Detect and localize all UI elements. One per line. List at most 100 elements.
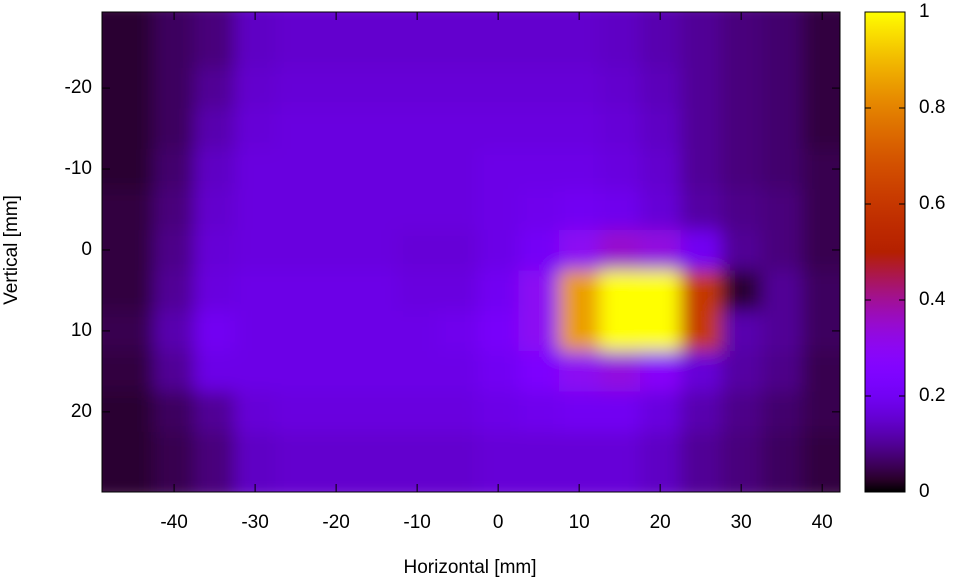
heat-cell [761, 67, 803, 109]
heat-cell [153, 432, 195, 492]
heat-cell [437, 229, 479, 271]
heat-cell [396, 351, 438, 393]
heat-cell [102, 12, 155, 69]
x-tick-label: 10 [569, 512, 590, 533]
heat-cell [599, 391, 641, 433]
heat-cell [599, 12, 641, 69]
heat-cell [518, 432, 560, 492]
heat-cell [356, 148, 398, 190]
heat-cell [315, 351, 357, 393]
heat-cell [639, 189, 681, 231]
heat-cell [639, 432, 681, 492]
heat-cell [194, 391, 236, 433]
colorbar-tick-label: 0.2 [919, 385, 945, 406]
heat-cell [234, 432, 276, 492]
heat-cell [680, 270, 722, 312]
heat-cell [639, 270, 681, 312]
heat-cell [194, 229, 236, 271]
heat-cell [275, 67, 317, 109]
heat-cell [720, 108, 762, 150]
heat-cell [518, 108, 560, 150]
heat-cell [275, 189, 317, 231]
heat-cell [639, 310, 681, 352]
heat-cell [315, 391, 357, 433]
heat-cell [477, 351, 519, 393]
heat-cell [720, 270, 762, 312]
heat-cell [194, 432, 236, 492]
heat-cell [477, 270, 519, 312]
heat-cell [599, 270, 641, 312]
heat-cell [275, 351, 317, 393]
y-axis-label: Vertical [mm] [1, 195, 22, 305]
heat-cell [720, 67, 762, 109]
heat-cell [234, 391, 276, 433]
x-tick-label: 30 [731, 512, 752, 533]
heat-cell [680, 108, 722, 150]
heat-cell [234, 351, 276, 393]
heat-cell [720, 432, 762, 492]
heat-cell [518, 351, 560, 393]
heat-cell [356, 12, 398, 69]
heat-cell [102, 189, 155, 231]
heat-cell [558, 229, 600, 271]
heat-cell [356, 351, 398, 393]
heat-cell [437, 391, 479, 433]
heat-cell [315, 432, 357, 492]
heat-cell [639, 148, 681, 190]
heat-cell [102, 391, 155, 433]
heat-cell [275, 432, 317, 492]
heat-cell [761, 351, 803, 393]
heat-cell [153, 229, 195, 271]
heat-cell [477, 148, 519, 190]
heat-cell [356, 189, 398, 231]
heat-cell [396, 391, 438, 433]
colorbar [864, 11, 906, 493]
heat-cell [194, 351, 236, 393]
x-tick-label: -10 [403, 512, 430, 533]
heat-cell [639, 12, 681, 69]
heat-cell [801, 189, 840, 231]
heat-cell [315, 270, 357, 312]
y-tick-label: 20 [71, 401, 92, 422]
heat-cell [194, 148, 236, 190]
heat-cell [396, 108, 438, 150]
heat-cell [234, 229, 276, 271]
heat-cell [599, 67, 641, 109]
heat-cell [315, 67, 357, 109]
heat-cell [761, 108, 803, 150]
heat-cell [234, 108, 276, 150]
heat-cell [194, 67, 236, 109]
heat-cell [102, 67, 155, 109]
heat-cell [761, 391, 803, 433]
heat-cell [102, 229, 155, 271]
heat-cell [720, 351, 762, 393]
heat-cell [720, 189, 762, 231]
heat-cell [437, 12, 479, 69]
y-tick-label: -20 [65, 77, 92, 98]
heat-cell [194, 189, 236, 231]
heat-cell [680, 12, 722, 69]
heat-cell [720, 12, 762, 69]
heat-cell [153, 148, 195, 190]
plot-frame [101, 11, 841, 493]
heat-cell [102, 270, 155, 312]
colorbar-tick-label: 0.8 [919, 97, 945, 118]
heat-cell [153, 12, 195, 69]
heat-cell [599, 310, 641, 352]
heat-cell [153, 391, 195, 433]
heat-cell [396, 189, 438, 231]
heat-cell [518, 148, 560, 190]
heat-cell [558, 391, 600, 433]
heat-cell [437, 148, 479, 190]
heat-cell [518, 12, 560, 69]
heat-cell [558, 310, 600, 352]
heat-cell [720, 148, 762, 190]
heat-cell [518, 391, 560, 433]
heat-cell [680, 310, 722, 352]
heat-cell [315, 148, 357, 190]
heat-cell [315, 229, 357, 271]
heat-cell [761, 310, 803, 352]
heat-cell [234, 189, 276, 231]
colorbar-tick-label: 0.6 [919, 193, 945, 214]
heat-cell [801, 351, 840, 393]
